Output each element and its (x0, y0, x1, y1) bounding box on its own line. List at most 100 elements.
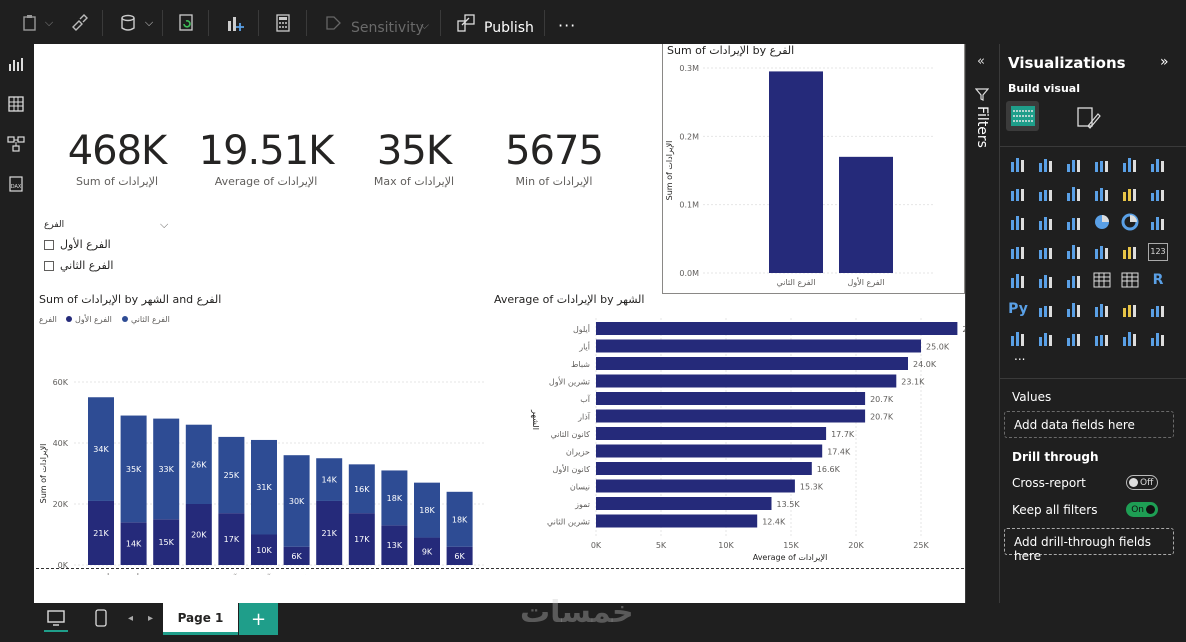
paste-icon[interactable] (20, 12, 42, 34)
key-influencers-icon[interactable] (1036, 299, 1056, 319)
line-column-icon[interactable] (1092, 183, 1112, 203)
metrics-icon[interactable] (1148, 299, 1168, 319)
sum-by-branch-visual[interactable]: Sum of الإيرادات by الفرع 0.0M 0.1M 0.2M 0.… (662, 44, 965, 294)
data-label: 34K (93, 445, 109, 454)
refresh-icon[interactable] (176, 12, 198, 34)
chevron-down-icon[interactable]: ⌵ (160, 218, 169, 231)
add-drill-through-well[interactable]: Add drill-through fields here (1004, 528, 1174, 563)
kpi-value: 19.51K (198, 128, 335, 174)
slicer-icon[interactable] (1064, 270, 1084, 290)
chevron-left-icon[interactable]: « (977, 54, 985, 69)
stacked-bar-icon[interactable] (1008, 154, 1028, 174)
kpi-card-average[interactable]: 19.51K Average of الإيرادات (196, 129, 336, 188)
model-view-icon[interactable] (6, 134, 26, 154)
add-data-fields-well[interactable]: Add data fields here (1004, 411, 1174, 438)
chevron-down-icon[interactable]: ⌵ (420, 18, 430, 32)
filters-pane[interactable]: « Filters (965, 44, 999, 604)
legend-label: الفرع الثاني (131, 315, 170, 324)
bar (596, 392, 866, 405)
publish-icon[interactable] (455, 12, 477, 34)
new-visual-icon[interactable] (224, 12, 246, 34)
build-visual-tab-icon[interactable] (1006, 101, 1039, 131)
filters-label[interactable]: Filters (974, 106, 990, 148)
branch-slicer[interactable]: الفرع ⌵ الفرع الأول الفرع الثاني (42, 218, 172, 280)
filled-map-icon[interactable] (1036, 241, 1056, 261)
x-axis-title: Average of الإيرادات (753, 553, 828, 563)
power-apps-icon[interactable] (1036, 328, 1056, 348)
publish-button[interactable]: Publish (484, 20, 534, 36)
kpi-icon[interactable] (1036, 270, 1056, 290)
matrix-icon[interactable] (1120, 270, 1140, 290)
checkbox[interactable] (44, 260, 54, 271)
line-icon[interactable] (1008, 183, 1028, 203)
checkbox[interactable] (44, 239, 54, 250)
add-page-button[interactable]: + (239, 603, 278, 635)
chevron-right-icon[interactable]: » (1160, 54, 1169, 70)
map-icon[interactable] (1008, 241, 1028, 261)
more-chevron-icon[interactable] (1148, 328, 1168, 348)
format-painter-icon[interactable] (68, 12, 90, 34)
keep-all-filters-toggle[interactable]: On (1126, 502, 1158, 517)
calculator-icon[interactable] (272, 12, 294, 34)
more-options-button[interactable]: ··· (558, 16, 577, 35)
kpi-card-max[interactable]: 35K Max of الإيرادات (344, 129, 484, 188)
prev-page-icon[interactable]: ◂ (128, 613, 134, 624)
pie-icon[interactable] (1092, 212, 1112, 232)
data-label: 24.0K (913, 360, 937, 369)
average-by-month-visual[interactable]: Average of الإيرادات by الشهر 0K 5K 10K 15K… (490, 290, 965, 575)
100-column-icon[interactable] (1148, 154, 1168, 174)
gauge-icon[interactable] (1120, 241, 1140, 261)
table-view-icon[interactable] (6, 94, 26, 114)
qa-icon[interactable] (1092, 299, 1112, 319)
scatter-icon[interactable] (1064, 212, 1084, 232)
desktop-view-icon[interactable] (45, 609, 67, 633)
funnel-icon[interactable] (1036, 212, 1056, 232)
stacked-area-icon[interactable] (1064, 183, 1084, 203)
next-page-icon[interactable]: ▸ (148, 613, 154, 624)
mobile-view-icon[interactable] (94, 609, 108, 633)
area-icon[interactable] (1036, 183, 1056, 203)
clustered-bar-icon[interactable] (1064, 154, 1084, 174)
waterfall-icon[interactable] (1008, 212, 1028, 232)
line-clustered-icon[interactable] (1120, 183, 1140, 203)
python-visual-icon[interactable]: Py (1008, 299, 1028, 319)
stacked-column-icon[interactable] (1036, 154, 1056, 174)
y-tick-label: 0.0M (679, 269, 699, 278)
more-visuals-button[interactable]: ... (1014, 349, 1026, 363)
multi-row-card-icon[interactable] (1008, 270, 1028, 290)
power-automate-icon[interactable] (1064, 328, 1084, 348)
table-icon[interactable] (1092, 270, 1112, 290)
paginated-icon[interactable] (1008, 328, 1028, 348)
card-icon[interactable]: 123 (1148, 241, 1168, 261)
page-tab-1[interactable]: Page 1 (163, 603, 238, 635)
shape-map-icon[interactable] (1064, 241, 1084, 261)
chevron-down-icon[interactable]: ⌵ (44, 16, 54, 29)
smart-narrative-icon[interactable] (1120, 299, 1140, 319)
kpi-card-min[interactable]: 5675 Min of الإيرادات (484, 129, 624, 188)
decomposition-tree-icon[interactable] (1064, 299, 1084, 319)
azure-map-icon[interactable] (1092, 241, 1112, 261)
y-tick-label: تموز (574, 500, 590, 509)
cross-report-toggle[interactable]: Off (1126, 475, 1158, 490)
format-visual-tab-icon[interactable] (1076, 106, 1102, 134)
donut-icon[interactable] (1120, 212, 1140, 232)
treemap-icon[interactable] (1148, 212, 1168, 232)
slicer-option[interactable]: الفرع الثاني (44, 259, 113, 272)
chevron-down-icon[interactable]: ⌵ (144, 16, 154, 29)
r-visual-icon[interactable]: R (1148, 270, 1168, 290)
100-bar-icon[interactable] (1120, 154, 1140, 174)
report-view-icon[interactable] (6, 54, 26, 74)
sum-by-month-branch-visual[interactable]: Sum of الإيرادات by الشهر and الفرع الفر… (34, 290, 494, 575)
slicer-option[interactable]: الفرع الأول (44, 238, 111, 251)
data-label: 16K (354, 485, 370, 494)
ribbon-icon[interactable] (1148, 183, 1168, 203)
data-label: 13.5K (777, 500, 801, 509)
dax-query-icon[interactable]: DAX (6, 174, 26, 194)
narrative-icon[interactable] (1092, 328, 1112, 348)
sensitivity-label[interactable]: Sensitivity (351, 20, 424, 36)
clustered-column-icon[interactable] (1092, 154, 1112, 174)
y-tick-label: 0.2M (679, 132, 699, 141)
data-icon[interactable] (118, 12, 140, 34)
power-bi-diamond-icon[interactable] (1120, 328, 1140, 348)
kpi-card-sum[interactable]: 468K Sum of الإيرادات (47, 129, 187, 188)
